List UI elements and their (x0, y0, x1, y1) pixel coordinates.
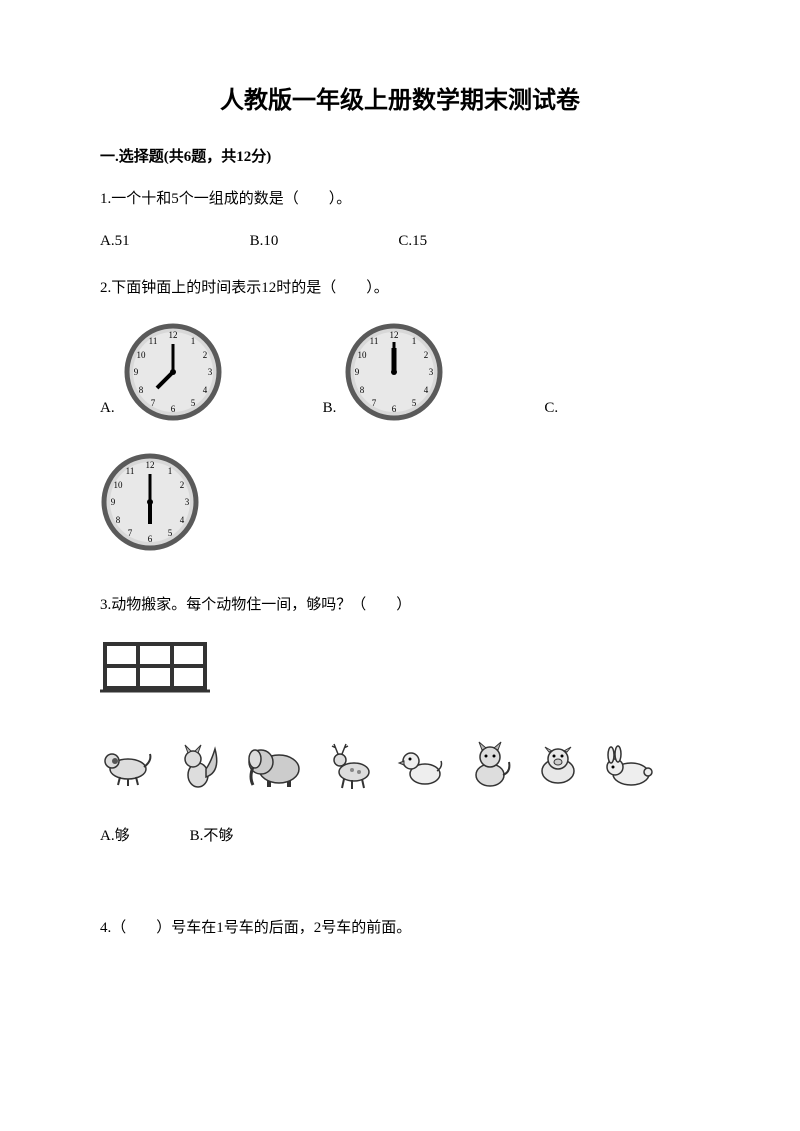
svg-text:1: 1 (412, 336, 417, 346)
clock-item-a: A. 1212 345 678 91011 (100, 322, 223, 422)
svg-text:11: 11 (370, 336, 379, 346)
section-header: 一.选择题(共6题，共12分) (100, 145, 700, 166)
svg-text:3: 3 (207, 367, 212, 377)
svg-text:4: 4 (202, 385, 207, 395)
q3-option-b: B.不够 (190, 824, 234, 845)
svg-text:9: 9 (133, 367, 138, 377)
question-3-options: A.够 B.不够 (100, 824, 700, 845)
svg-text:2: 2 (424, 350, 429, 360)
question-1-options: A.51 B.10 C.15 (100, 233, 700, 250)
house-grid-icon (100, 639, 210, 699)
animal-dog-icon (100, 739, 155, 789)
q2-label-a: A. (100, 400, 115, 417)
svg-text:8: 8 (116, 515, 121, 525)
animal-pig-icon (533, 739, 583, 789)
svg-text:2: 2 (202, 350, 207, 360)
svg-text:11: 11 (148, 336, 157, 346)
svg-text:5: 5 (190, 398, 195, 408)
svg-text:12: 12 (146, 460, 155, 470)
svg-text:1: 1 (190, 336, 195, 346)
question-1: 1.一个十和5个一组成的数是（ ）。 (100, 186, 700, 213)
q1-option-b: B.10 (250, 233, 279, 250)
clock-c-icon: 1212 345 678 91011 (100, 452, 200, 552)
svg-text:6: 6 (392, 404, 397, 414)
svg-text:7: 7 (128, 528, 133, 538)
svg-text:10: 10 (358, 350, 368, 360)
svg-text:10: 10 (114, 480, 124, 490)
svg-text:10: 10 (136, 350, 146, 360)
house-grid (100, 639, 700, 704)
svg-text:7: 7 (150, 398, 155, 408)
svg-text:4: 4 (424, 385, 429, 395)
clock-item-b: B. 1212 345 678 91011 (323, 322, 445, 422)
question-4: 4.（ ）号车在1号车的后面，2号车的前面。 (100, 915, 700, 942)
animal-duck-icon (397, 739, 447, 789)
svg-text:4: 4 (180, 515, 185, 525)
svg-text:6: 6 (170, 404, 175, 414)
svg-text:3: 3 (185, 497, 190, 507)
svg-text:9: 9 (355, 367, 360, 377)
svg-text:3: 3 (429, 367, 434, 377)
q2-label-b: B. (323, 400, 337, 417)
q2-label-c: C. (544, 400, 558, 417)
animal-rabbit-icon (601, 739, 656, 789)
question-2: 2.下面钟面上的时间表示12时的是（ ）。 (100, 275, 700, 302)
q3-option-a: A.够 (100, 824, 130, 845)
q1-option-a: A.51 (100, 233, 130, 250)
question-3: 3.动物搬家。每个动物住一间，够吗？（ ） (100, 592, 700, 619)
svg-text:12: 12 (390, 330, 399, 340)
q1-option-c: C.15 (398, 233, 427, 250)
svg-text:7: 7 (372, 398, 377, 408)
svg-text:2: 2 (180, 480, 185, 490)
animal-cat-icon (465, 737, 515, 792)
svg-text:6: 6 (148, 534, 153, 544)
clock-a-icon: 1212 345 678 91011 (123, 322, 223, 422)
animal-elephant-icon (241, 737, 306, 792)
clock-b-icon: 1212 345 678 91011 (344, 322, 444, 422)
svg-text:8: 8 (360, 385, 365, 395)
animal-squirrel-icon (173, 737, 223, 792)
animals-row (100, 734, 700, 794)
clock-row-2: 1212 345 678 91011 (100, 452, 700, 552)
svg-text:8: 8 (138, 385, 143, 395)
animal-deer-icon (324, 734, 379, 794)
page-title: 人教版一年级上册数学期末测试卷 (100, 80, 700, 115)
svg-text:11: 11 (126, 466, 135, 476)
svg-text:1: 1 (168, 466, 173, 476)
svg-text:9: 9 (111, 497, 116, 507)
svg-text:5: 5 (412, 398, 417, 408)
svg-text:5: 5 (168, 528, 173, 538)
svg-text:12: 12 (168, 330, 177, 340)
clock-row-1: A. 1212 345 678 91011 B. 1212 345 678 (100, 322, 700, 422)
